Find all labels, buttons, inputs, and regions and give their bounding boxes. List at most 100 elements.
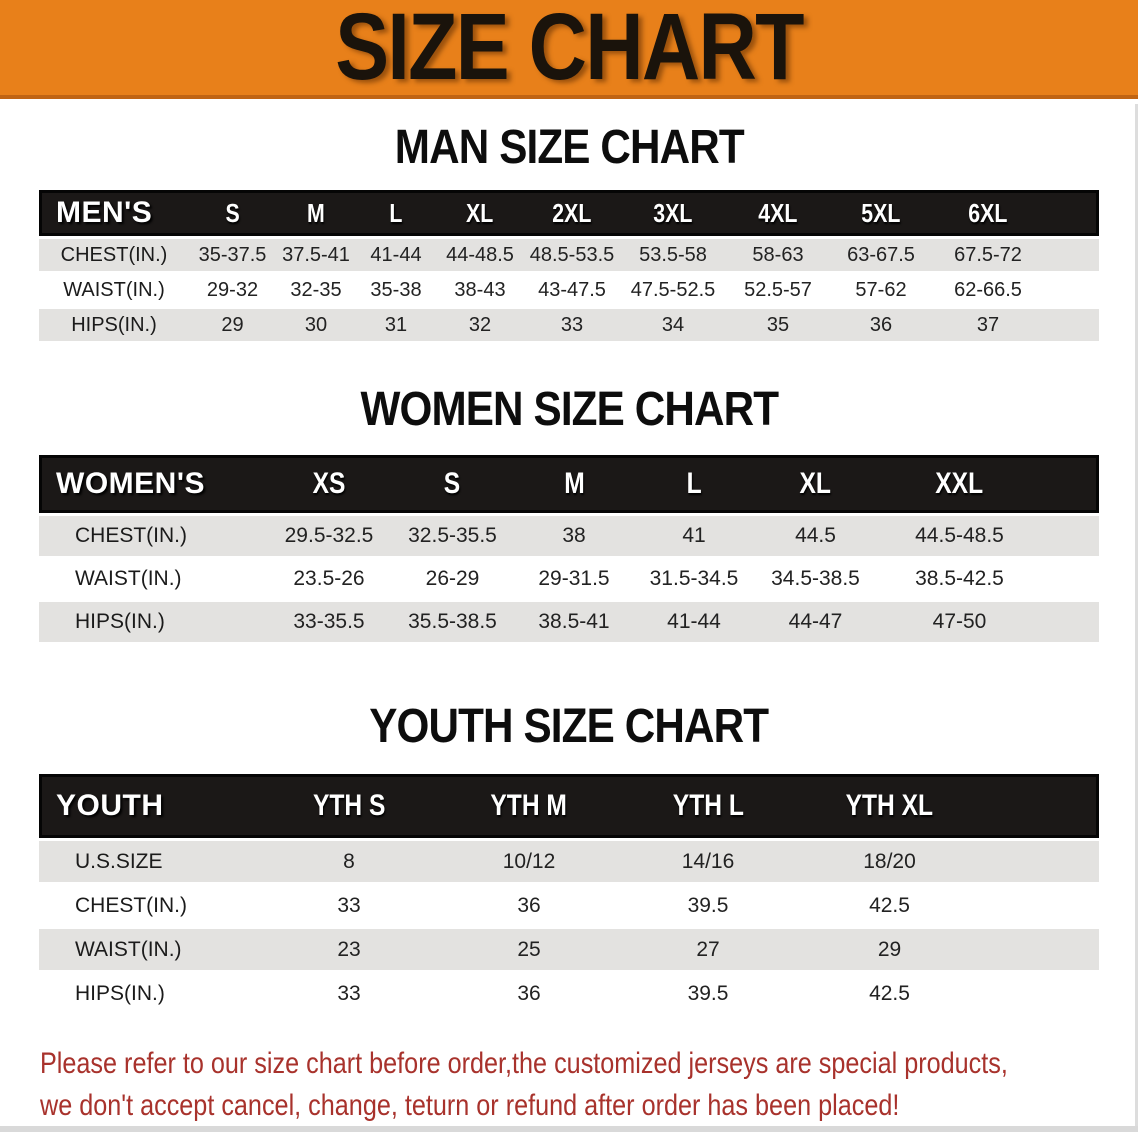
size-value-cell: 23: [259, 929, 439, 970]
row-label: CHEST(IN.): [39, 516, 267, 556]
size-value-cell: 23.5-26: [267, 559, 391, 599]
size-col-header: XXL: [877, 455, 1042, 513]
size-value-cell: 42.5: [797, 973, 982, 1014]
size-value-cell: 32: [436, 309, 524, 341]
youth-heading-text: YOUTH SIZE CHART: [369, 700, 770, 753]
size-value-cell: 29: [797, 929, 982, 970]
mens-size-table: MEN'S S M L XL 2XL 3XL 4XL 5XL 6XL CHEST…: [39, 187, 1099, 344]
size-value-cell: 30: [276, 309, 356, 341]
disclaimer-line-2: we don't accept cancel, change, teturn o…: [40, 1089, 900, 1122]
size-col-header: XL: [436, 190, 524, 236]
size-value-cell: 27: [619, 929, 797, 970]
size-value-cell: 58-63: [726, 239, 830, 271]
size-value-cell: 34.5-38.5: [754, 559, 877, 599]
size-value-cell: 41: [634, 516, 754, 556]
size-chart-banner: SIZE CHART: [0, 0, 1138, 99]
size-col-header: M: [276, 190, 356, 236]
mens-header-row: MEN'S S M L XL 2XL 3XL 4XL 5XL 6XL: [39, 190, 1099, 236]
women-section-heading: WOMEN SIZE CHART: [0, 386, 1138, 434]
size-col-header: 5XL: [830, 190, 932, 236]
size-value-cell: 48.5-53.5: [524, 239, 620, 271]
size-value-cell: 38.5-42.5: [877, 559, 1042, 599]
size-value-cell: 44.5: [754, 516, 877, 556]
size-value-cell: 18/20: [797, 841, 982, 882]
table-row-us-size: U.S.SIZE 8 10/12 14/16 18/20: [39, 841, 1099, 882]
women-heading-text: WOMEN SIZE CHART: [360, 383, 779, 436]
size-value-cell: 35: [726, 309, 830, 341]
youth-size-table: YOUTH YTH S YTH M YTH L YTH XL U.S.SIZE …: [39, 771, 1099, 1017]
size-value-cell: 29: [189, 309, 276, 341]
size-col-header: 4XL: [726, 190, 830, 236]
size-col-header: XL: [754, 455, 877, 513]
size-col-header: S: [391, 455, 514, 513]
size-col-header: 3XL: [620, 190, 726, 236]
table-row-waist: WAIST(IN.) 23 25 27 29: [39, 929, 1099, 970]
size-value-cell: 42.5: [797, 885, 982, 926]
table-row-waist: WAIST(IN.) 23.5-26 26-29 29-31.5 31.5-34…: [39, 559, 1099, 599]
womens-table-label: WOMEN'S: [39, 455, 267, 513]
row-label: WAIST(IN.): [39, 559, 267, 599]
size-value-cell: 31.5-34.5: [634, 559, 754, 599]
size-value-cell: 47.5-52.5: [620, 274, 726, 306]
row-label: CHEST(IN.): [39, 885, 259, 926]
header-filler: [1042, 455, 1099, 513]
size-value-cell: 29-31.5: [514, 559, 634, 599]
size-value-cell: 38-43: [436, 274, 524, 306]
size-value-cell: 33: [259, 973, 439, 1014]
size-value-cell: 35-38: [356, 274, 436, 306]
size-value-cell: 67.5-72: [932, 239, 1044, 271]
size-value-cell: 38: [514, 516, 634, 556]
size-value-cell: 44-47: [754, 602, 877, 642]
size-value-cell: 25: [439, 929, 619, 970]
size-value-cell: 14/16: [619, 841, 797, 882]
size-value-cell: 41-44: [356, 239, 436, 271]
youth-section-heading: YOUTH SIZE CHART: [0, 703, 1138, 751]
header-filler: [1044, 190, 1099, 236]
size-col-header: S: [189, 190, 276, 236]
row-filler: [982, 929, 1099, 970]
size-value-cell: 33-35.5: [267, 602, 391, 642]
size-value-cell: 10/12: [439, 841, 619, 882]
size-value-cell: 41-44: [634, 602, 754, 642]
man-heading-text: MAN SIZE CHART: [394, 121, 744, 174]
size-value-cell: 26-29: [391, 559, 514, 599]
youth-header-row: YOUTH YTH S YTH M YTH L YTH XL: [39, 774, 1099, 838]
size-col-header: L: [356, 190, 436, 236]
man-section-heading: MAN SIZE CHART: [0, 124, 1138, 172]
size-value-cell: 35.5-38.5: [391, 602, 514, 642]
womens-header-row: WOMEN'S XS S M L XL XXL: [39, 455, 1099, 513]
row-filler: [1042, 516, 1099, 556]
size-col-header: XS: [267, 455, 391, 513]
size-value-cell: 44.5-48.5: [877, 516, 1042, 556]
size-col-header: M: [514, 455, 634, 513]
size-value-cell: 44-48.5: [436, 239, 524, 271]
size-value-cell: 57-62: [830, 274, 932, 306]
row-label: U.S.SIZE: [39, 841, 259, 882]
size-value-cell: 33: [524, 309, 620, 341]
size-col-header: 6XL: [932, 190, 1044, 236]
size-value-cell: 36: [439, 885, 619, 926]
size-value-cell: 37.5-41: [276, 239, 356, 271]
row-filler: [1044, 274, 1099, 306]
size-col-header: L: [634, 455, 754, 513]
table-row-chest: CHEST(IN.) 29.5-32.5 32.5-35.5 38 41 44.…: [39, 516, 1099, 556]
row-label: WAIST(IN.): [39, 929, 259, 970]
size-value-cell: 52.5-57: [726, 274, 830, 306]
disclaimer-text: Please refer to our size chart before or…: [40, 1043, 1138, 1127]
size-value-cell: 36: [830, 309, 932, 341]
size-value-cell: 35-37.5: [189, 239, 276, 271]
size-value-cell: 29.5-32.5: [267, 516, 391, 556]
mens-table-label: MEN'S: [39, 190, 189, 236]
table-row-chest: CHEST(IN.) 33 36 39.5 42.5: [39, 885, 1099, 926]
size-value-cell: 39.5: [619, 973, 797, 1014]
size-value-cell: 47-50: [877, 602, 1042, 642]
size-value-cell: 29-32: [189, 274, 276, 306]
size-col-header: 2XL: [524, 190, 620, 236]
image-bottom-edge: [0, 1126, 1138, 1132]
table-row-hips: HIPS(IN.) 33-35.5 35.5-38.5 38.5-41 41-4…: [39, 602, 1099, 642]
row-label: CHEST(IN.): [39, 239, 189, 271]
row-filler: [1044, 239, 1099, 271]
size-col-header: YTH XL: [797, 774, 982, 838]
size-value-cell: 31: [356, 309, 436, 341]
row-filler: [982, 841, 1099, 882]
